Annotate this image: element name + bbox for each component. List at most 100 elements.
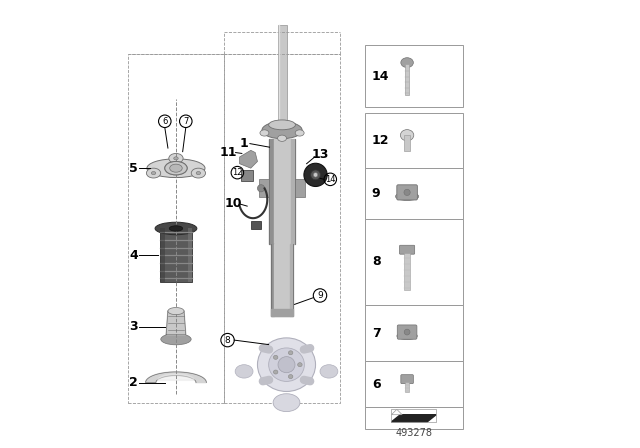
Bar <box>405 382 410 392</box>
Ellipse shape <box>404 329 410 335</box>
Ellipse shape <box>404 189 410 195</box>
Ellipse shape <box>298 363 302 367</box>
Bar <box>188 228 192 282</box>
Text: 10: 10 <box>224 198 242 211</box>
Polygon shape <box>291 139 295 244</box>
Ellipse shape <box>257 338 316 392</box>
Text: 6: 6 <box>372 378 380 391</box>
Bar <box>128 54 224 403</box>
Ellipse shape <box>289 351 293 355</box>
Ellipse shape <box>191 168 205 178</box>
Ellipse shape <box>257 185 264 192</box>
Bar <box>405 64 410 95</box>
Ellipse shape <box>262 122 302 139</box>
Ellipse shape <box>165 161 187 175</box>
Text: 8: 8 <box>372 255 380 268</box>
Ellipse shape <box>269 348 305 381</box>
Text: 1: 1 <box>240 137 248 150</box>
Polygon shape <box>273 139 291 244</box>
Bar <box>241 170 253 181</box>
Text: 5: 5 <box>129 162 138 175</box>
FancyBboxPatch shape <box>397 185 417 200</box>
Ellipse shape <box>147 159 205 177</box>
Polygon shape <box>392 409 402 415</box>
Text: 14: 14 <box>325 175 335 184</box>
Text: 3: 3 <box>129 320 138 333</box>
Text: 11: 11 <box>220 146 237 159</box>
Ellipse shape <box>304 163 327 186</box>
Ellipse shape <box>168 307 184 314</box>
Ellipse shape <box>170 164 182 172</box>
Ellipse shape <box>273 355 278 359</box>
Bar <box>160 228 192 282</box>
Ellipse shape <box>310 170 321 180</box>
FancyBboxPatch shape <box>397 325 417 339</box>
Polygon shape <box>145 372 206 383</box>
Polygon shape <box>290 244 293 315</box>
FancyBboxPatch shape <box>401 375 413 383</box>
Ellipse shape <box>169 226 182 231</box>
Ellipse shape <box>295 130 304 136</box>
Ellipse shape <box>320 365 338 378</box>
Bar <box>224 54 340 403</box>
Text: 8: 8 <box>225 336 230 345</box>
Ellipse shape <box>401 129 414 141</box>
Bar <box>160 228 164 282</box>
Ellipse shape <box>269 120 296 130</box>
Text: 12: 12 <box>232 168 243 177</box>
Bar <box>365 407 463 430</box>
Polygon shape <box>269 139 273 244</box>
Bar <box>365 219 463 305</box>
Bar <box>295 179 305 197</box>
Polygon shape <box>271 309 293 315</box>
Bar <box>365 45 463 107</box>
Ellipse shape <box>273 370 278 374</box>
Ellipse shape <box>260 130 269 136</box>
Ellipse shape <box>161 334 191 345</box>
Ellipse shape <box>289 375 293 379</box>
Bar <box>404 135 410 151</box>
Ellipse shape <box>396 192 419 200</box>
Bar <box>365 361 463 407</box>
Text: 493278: 493278 <box>396 428 432 439</box>
Bar <box>365 113 463 168</box>
Text: 9: 9 <box>317 291 323 300</box>
Text: 14: 14 <box>372 70 389 83</box>
Ellipse shape <box>235 365 253 378</box>
Polygon shape <box>157 374 194 380</box>
Polygon shape <box>271 244 275 315</box>
Text: 2: 2 <box>129 376 138 389</box>
Text: 7: 7 <box>372 327 381 340</box>
Ellipse shape <box>173 157 178 160</box>
Ellipse shape <box>151 172 156 175</box>
Polygon shape <box>392 415 436 422</box>
Ellipse shape <box>170 164 182 172</box>
Ellipse shape <box>196 172 200 175</box>
Text: 13: 13 <box>311 148 329 161</box>
Ellipse shape <box>165 161 187 175</box>
Ellipse shape <box>273 394 300 412</box>
FancyBboxPatch shape <box>399 245 415 254</box>
Ellipse shape <box>278 135 287 142</box>
Bar <box>252 221 261 229</box>
Text: 6: 6 <box>162 117 168 126</box>
Text: 7: 7 <box>183 117 189 126</box>
Bar <box>404 253 410 290</box>
Text: 4: 4 <box>129 249 138 262</box>
Bar <box>365 168 463 219</box>
Polygon shape <box>239 151 257 168</box>
Ellipse shape <box>397 332 417 340</box>
Text: 12: 12 <box>372 134 389 147</box>
Ellipse shape <box>314 172 318 177</box>
Bar <box>259 179 269 197</box>
Ellipse shape <box>278 357 295 373</box>
Text: 9: 9 <box>372 187 380 200</box>
Polygon shape <box>275 244 290 315</box>
Bar <box>365 305 463 361</box>
Bar <box>278 25 287 130</box>
Ellipse shape <box>155 222 197 235</box>
Ellipse shape <box>401 58 413 68</box>
Polygon shape <box>166 311 186 335</box>
Ellipse shape <box>147 168 161 178</box>
Ellipse shape <box>169 153 183 163</box>
